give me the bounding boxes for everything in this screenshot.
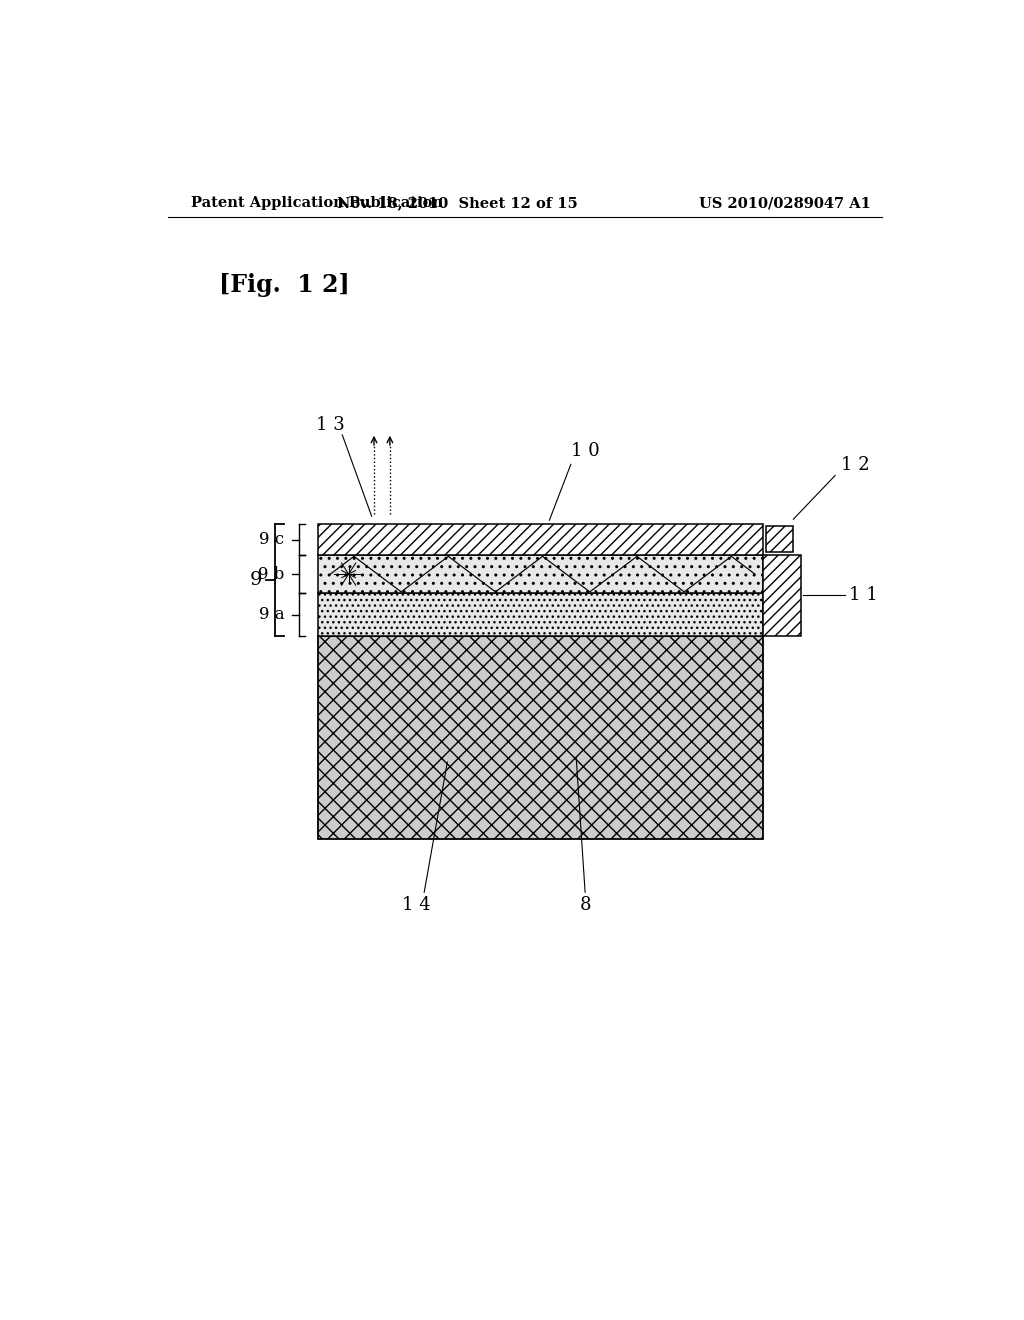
Text: [Fig.  1 2]: [Fig. 1 2] (219, 273, 350, 297)
Text: 9: 9 (250, 572, 262, 589)
Bar (763, 554, 801, 636)
Text: US 2010/0289047 A1: US 2010/0289047 A1 (699, 197, 871, 210)
Bar (318, 636, 763, 840)
Text: 8: 8 (580, 896, 591, 915)
Bar (766, 527, 793, 552)
Bar (318, 594, 763, 636)
Text: 9 a: 9 a (259, 606, 285, 623)
Text: 9 c: 9 c (259, 531, 285, 548)
Bar (318, 554, 763, 594)
Bar (318, 524, 763, 554)
Text: 1 4: 1 4 (402, 896, 430, 915)
Text: 1 3: 1 3 (316, 416, 345, 434)
Text: 1 2: 1 2 (841, 457, 869, 474)
Text: 1 0: 1 0 (570, 442, 599, 461)
Text: Nov. 18, 2010  Sheet 12 of 15: Nov. 18, 2010 Sheet 12 of 15 (337, 197, 578, 210)
Text: Patent Application Publication: Patent Application Publication (191, 197, 443, 210)
Text: 1 1: 1 1 (849, 586, 878, 605)
Text: 9 b: 9 b (258, 565, 285, 582)
